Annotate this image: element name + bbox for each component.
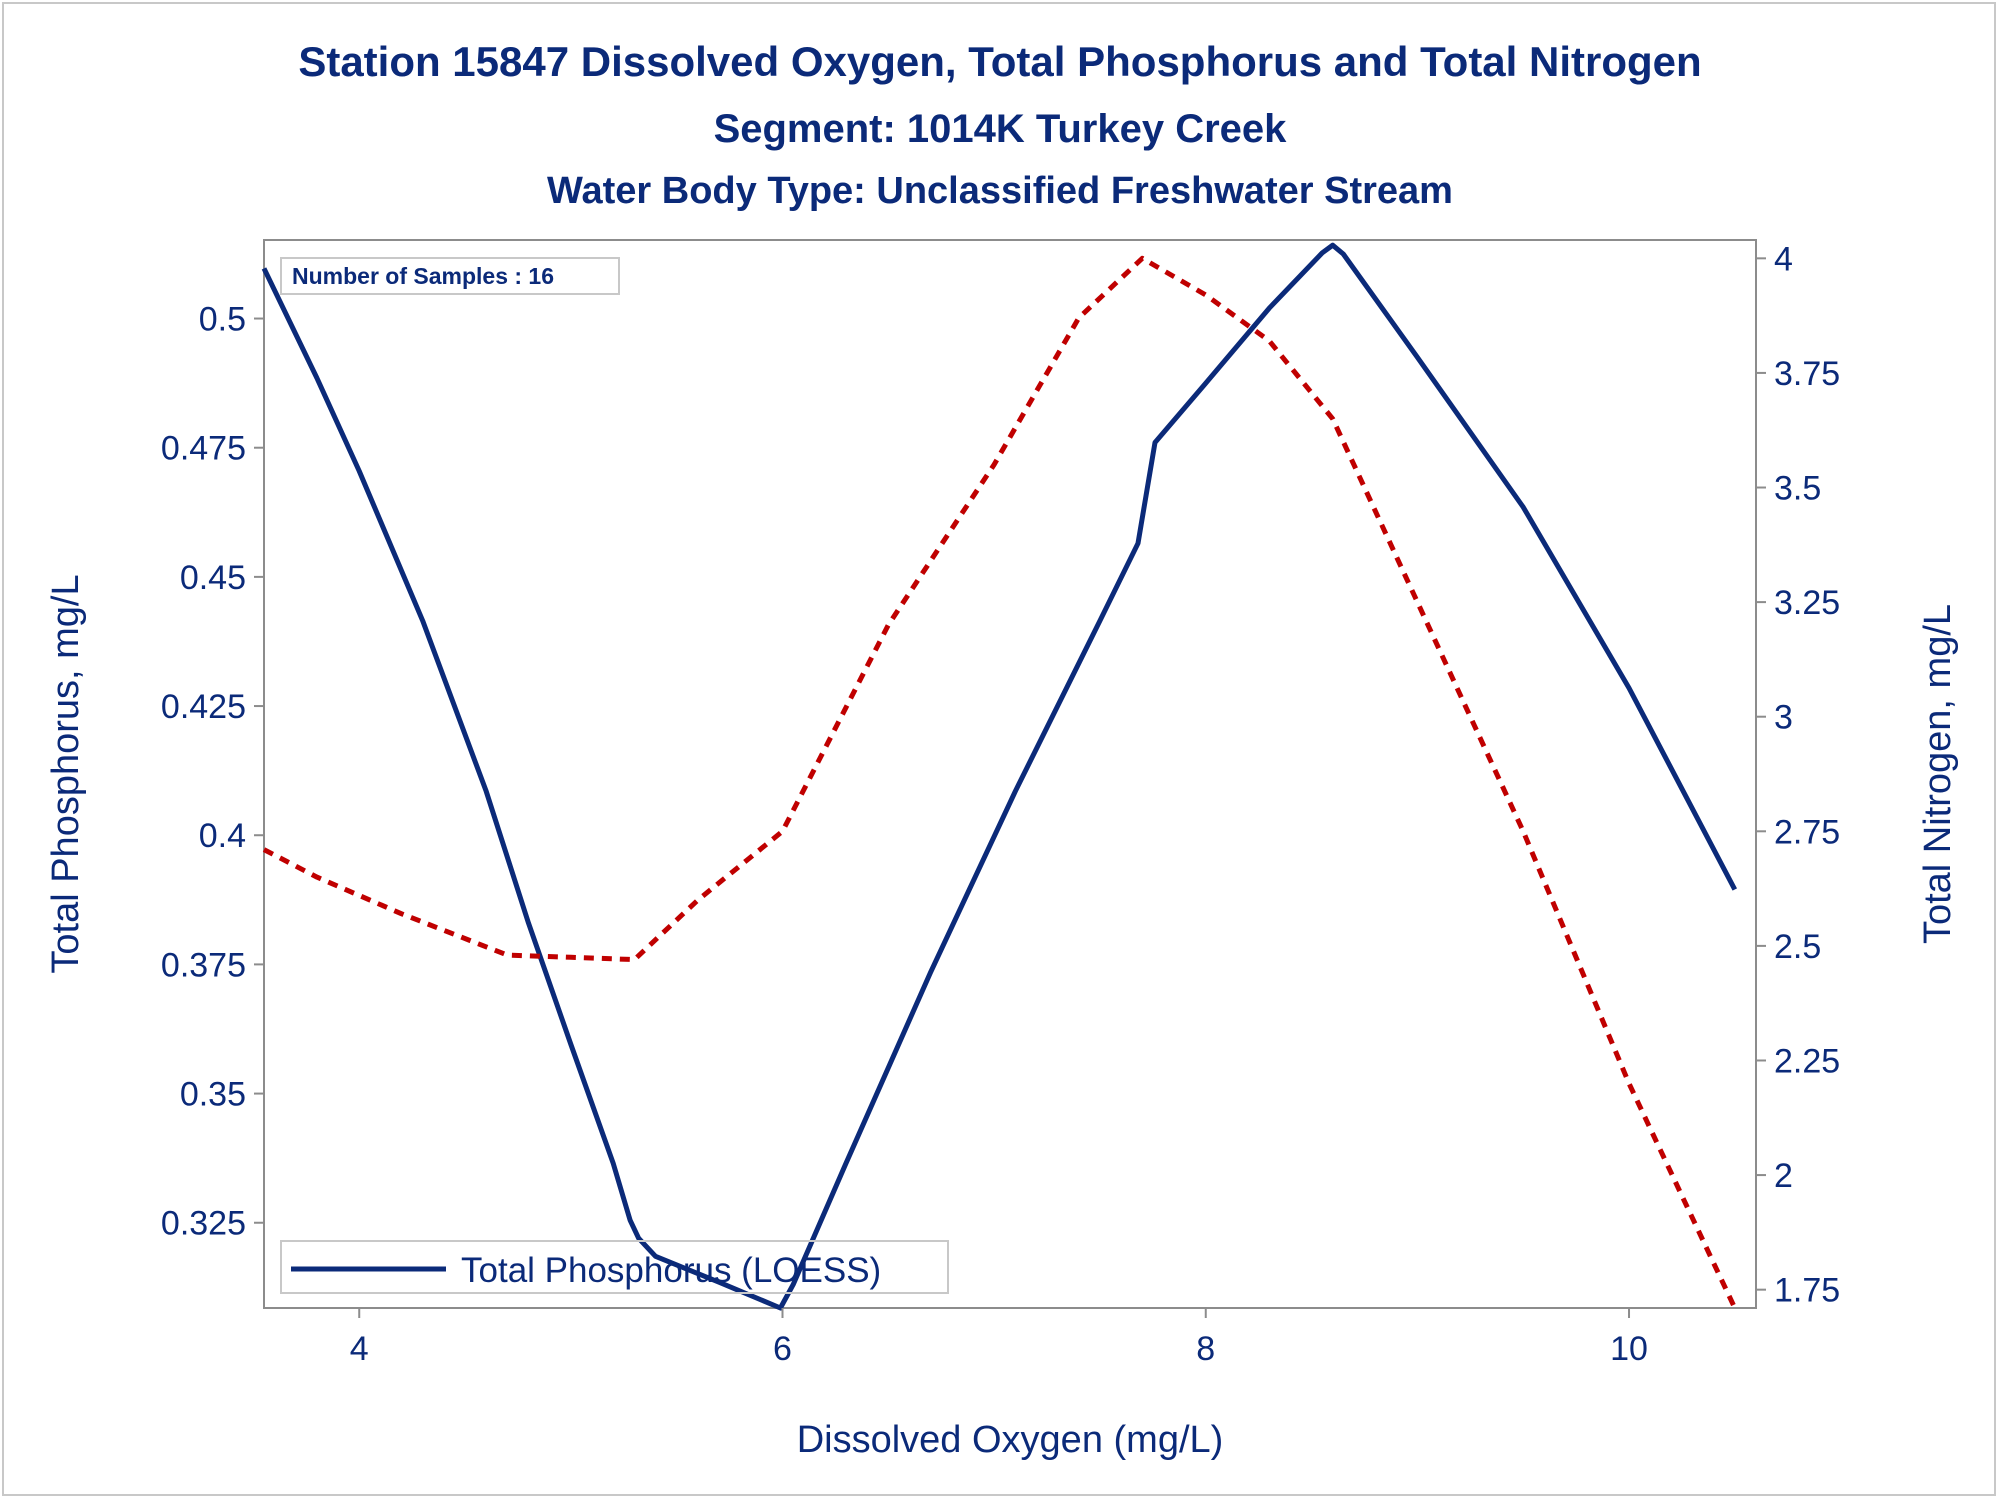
y-axis-left-label: Total Phosphorus, mg/L <box>45 574 87 973</box>
legend-box <box>280 1240 949 1294</box>
chart-subtitle-water-body: Water Body Type: Unclassified Freshwater… <box>547 170 1453 212</box>
series-line-phosphorus <box>261 242 1738 1311</box>
x-tick-label: 4 <box>350 1330 369 1368</box>
y-right-tick-label: 2 <box>1774 1157 1793 1195</box>
y-left-tick-label: 0.45 <box>180 559 246 597</box>
plot-lines <box>261 242 1738 1311</box>
y-left-tick-label: 0.475 <box>161 430 246 468</box>
y-right-tick-label: 1.75 <box>1774 1272 1840 1310</box>
y-left-tick-label: 0.35 <box>180 1076 246 1114</box>
y-left-tick-label: 0.425 <box>161 688 246 726</box>
legend: Total Phosphorus (LOESS) <box>280 1240 949 1294</box>
y-right-tick-label: 3.5 <box>1774 470 1821 508</box>
legend-label-phosphorus: Total Phosphorus (LOESS) <box>461 1251 881 1290</box>
chart-subtitle-segment: Segment: 1014K Turkey Creek <box>713 107 1287 151</box>
y-right-tick-label: 4 <box>1774 240 1793 278</box>
axes: 4 6 8 10 0.325 0.35 0.375 0.4 0.425 0.45 0.475 0.5 1… <box>161 240 1840 1368</box>
y-axis-right-label: Total Nitrogen, mg/L <box>1917 604 1959 944</box>
samples-annotation: Number of Samples : 16 <box>280 257 620 295</box>
y-right-tick-label: 2.25 <box>1774 1042 1840 1080</box>
x-axis-label: Dissolved Oxygen (mg/L) <box>797 1419 1224 1461</box>
y-left-tick-label: 0.4 <box>199 817 246 855</box>
samples-annotation-box <box>280 257 620 295</box>
y-right-tick-label: 3.75 <box>1774 355 1840 393</box>
y-left-tick-label: 0.5 <box>199 301 246 339</box>
x-tick-label: 6 <box>773 1330 792 1368</box>
y-right-tick-label: 2.5 <box>1774 928 1821 966</box>
y-left-tick-label: 0.325 <box>161 1205 246 1243</box>
y-left-tick-label: 0.375 <box>161 946 246 984</box>
samples-annotation-text: Number of Samples : 16 <box>292 263 554 289</box>
y-right-tick-label: 3.25 <box>1774 584 1840 622</box>
y-right-tick-label: 2.75 <box>1774 813 1840 851</box>
y-right-tick-label: 3 <box>1774 699 1793 737</box>
series-line-nitrogen <box>262 255 1738 1310</box>
x-tick-label: 10 <box>1610 1330 1648 1368</box>
x-tick-label: 8 <box>1196 1330 1215 1368</box>
plot-area <box>263 239 1757 1309</box>
chart-title: Station 15847 Dissolved Oxygen, Total Ph… <box>298 38 1702 85</box>
